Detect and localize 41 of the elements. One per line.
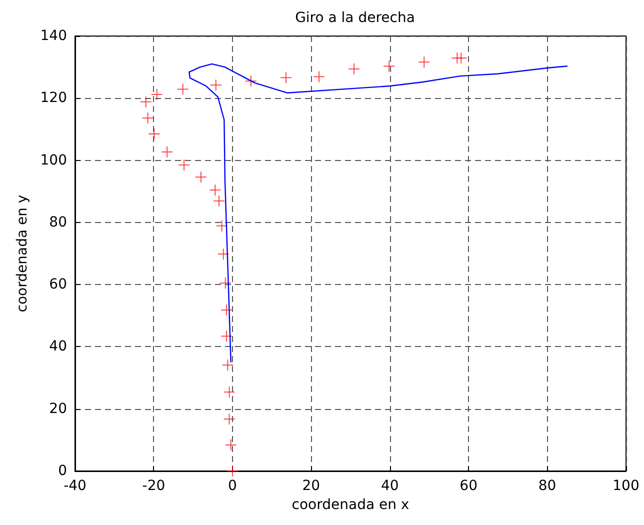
x-axis-title: coordenada en x	[292, 496, 410, 513]
x-tick-label: 20	[302, 478, 320, 494]
y-axis-title: coordenada en y	[14, 194, 30, 312]
point	[225, 439, 236, 450]
point	[226, 466, 238, 476]
point	[142, 112, 154, 124]
point	[195, 172, 206, 183]
point	[456, 52, 467, 64]
point	[218, 248, 229, 260]
point	[177, 84, 188, 95]
point	[210, 184, 221, 196]
point	[221, 304, 232, 316]
point	[384, 60, 395, 72]
y-tick-label: 20	[49, 400, 67, 417]
point	[162, 146, 173, 158]
y-tick-label: 0	[58, 463, 67, 479]
x-tick-label: 40	[380, 478, 399, 494]
point	[178, 159, 190, 170]
chart-title: Giro a la derecha	[295, 10, 415, 26]
x-tick-label: -40	[64, 478, 86, 494]
y-tick-label: 120	[40, 90, 67, 106]
y-tick-label: 140	[40, 28, 67, 44]
x-tick-label: 80	[538, 478, 556, 494]
point	[221, 330, 232, 342]
x-tick-label: 60	[460, 478, 478, 494]
y-tick-label: 40	[49, 338, 67, 355]
y-tick-label: 100	[40, 152, 67, 168]
point	[220, 278, 231, 289]
point	[148, 128, 160, 140]
y-tick-label: 60	[49, 276, 67, 293]
point	[210, 80, 222, 91]
x-tick-label: -20	[142, 478, 166, 494]
x-tick-label: 0	[228, 478, 237, 494]
point	[418, 56, 430, 68]
x-tick-label: 100	[612, 478, 640, 494]
point	[348, 63, 360, 74]
point	[140, 96, 152, 108]
point	[280, 72, 292, 84]
point	[214, 195, 225, 206]
y-tick-label: 80	[49, 214, 67, 230]
point	[151, 88, 162, 100]
